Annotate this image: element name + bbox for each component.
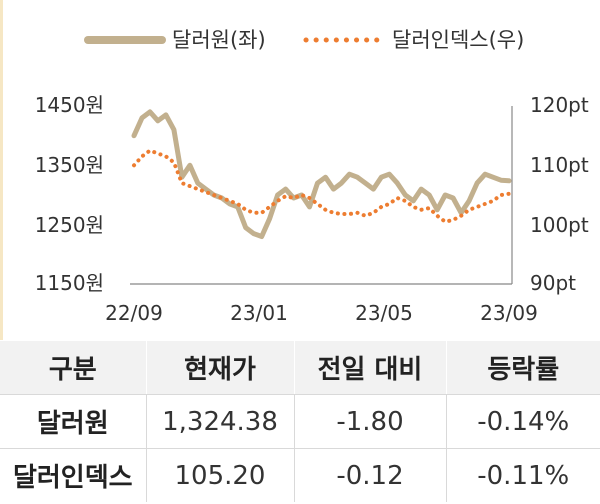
exchange-rate-chart: 달러원(좌) 달러인덱스(우) 1450원 1350원 1250원 1150원 … <box>35 28 589 325</box>
daily-change-cell: -0.12 <box>293 448 446 502</box>
y-right-tick: 100pt <box>530 213 589 237</box>
row-label: 달러원 <box>0 394 146 449</box>
left-accent-bar <box>0 0 3 340</box>
change-rate-cell: -0.11% <box>445 448 600 502</box>
x-tick: 23/05 <box>355 301 413 325</box>
y-left-tick: 1350원 <box>35 153 104 177</box>
column-header-current-price: 현재가 <box>145 341 294 395</box>
x-tick: 22/09 <box>105 301 163 325</box>
plot-area <box>131 109 512 239</box>
fx-quote-table: 구분 현재가 전일 대비 등락률 달러원 1,324.38 -1.80 -0.1… <box>0 341 600 502</box>
table-row: 달러원 1,324.38 -1.80 -0.14% <box>0 394 600 449</box>
column-header-category: 구분 <box>0 341 146 395</box>
series-line-dxy <box>132 148 511 224</box>
series-line-usdkrw <box>131 109 512 239</box>
current-price-cell: 1,324.38 <box>145 394 294 449</box>
change-rate-cell: -0.14% <box>445 394 600 449</box>
table-row: 달러인덱스 105.20 -0.12 -0.11% <box>0 448 600 502</box>
legend-label-usdkrw: 달러원(좌) <box>172 28 266 52</box>
y-right-tick: 110pt <box>530 153 589 177</box>
y-left-tick: 1450원 <box>35 93 104 117</box>
table-header-row: 구분 현재가 전일 대비 등락률 <box>0 341 600 395</box>
y-right-tick: 90pt <box>530 271 576 295</box>
axes: 1450원 1350원 1250원 1150원 120pt 110pt 100p… <box>35 93 589 325</box>
y-left-tick: 1150원 <box>35 271 104 295</box>
y-left-tick: 1250원 <box>35 213 104 237</box>
current-price-cell: 105.20 <box>145 448 294 502</box>
legend-label-dxy: 달러인덱스(우) <box>392 28 524 52</box>
legend: 달러원(좌) 달러인덱스(우) <box>84 28 524 52</box>
column-header-change-rate: 등락률 <box>445 341 600 395</box>
row-label: 달러인덱스 <box>12 463 133 493</box>
x-tick: 23/01 <box>230 301 288 325</box>
x-tick: 23/09 <box>480 301 538 325</box>
y-right-tick: 120pt <box>530 93 589 117</box>
column-header-daily-change: 전일 대비 <box>293 341 446 395</box>
daily-change-cell: -1.80 <box>293 394 446 449</box>
